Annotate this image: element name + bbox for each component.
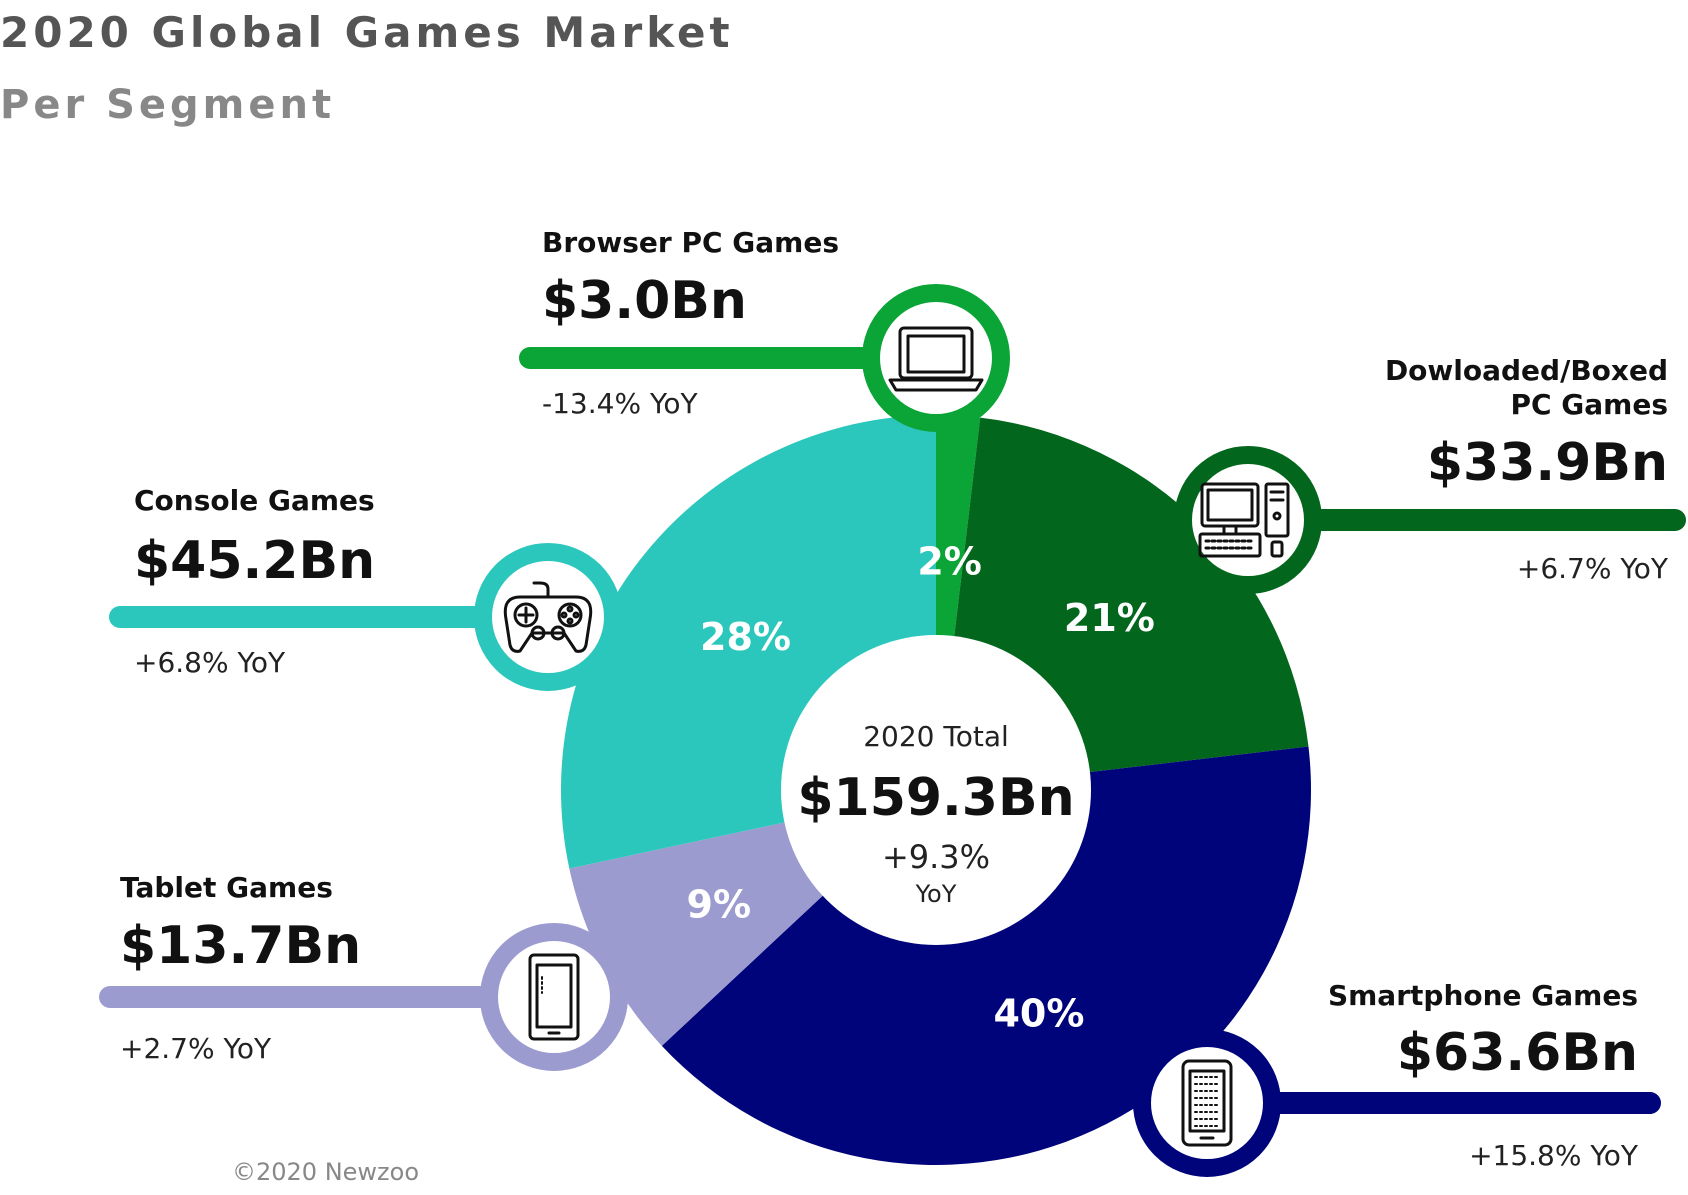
laptop-icon — [888, 326, 984, 392]
callout-ring-smartphone-games — [1133, 1029, 1281, 1177]
gamepad-icon — [503, 581, 593, 653]
copyright-footer: ©2020 Newzoo — [232, 1158, 420, 1186]
callout-ring-console-games — [474, 543, 622, 691]
share-label-smartphone-games: 40% — [993, 991, 1084, 1035]
segment-name-smartphone-games: Smartphone Games — [1328, 979, 1638, 1012]
smartphone-icon — [1181, 1059, 1233, 1147]
tablet-icon — [528, 953, 580, 1041]
center-total-growth-unit: YoY — [915, 880, 957, 908]
segment-name-tablet-games: Tablet Games — [120, 871, 333, 904]
callout-ring-tablet-games — [480, 923, 628, 1071]
segment-name-dowloaded-boxed-pc-games: Dowloaded/Boxed PC Games — [1385, 354, 1668, 421]
segment-name-browser-pc-games: Browser PC Games — [542, 226, 839, 259]
callout-smartphone-games: Smartphone Games $63.6Bn +15.8% YoY — [1133, 979, 1661, 1177]
segment-growth-dowloaded-boxed-pc-games: +6.7% YoY — [1517, 552, 1669, 585]
center-total-growth: +9.3% — [882, 838, 990, 876]
callout-tablet-games: Tablet Games $13.7Bn +2.7% YoY — [99, 871, 628, 1071]
segment-growth-browser-pc-games: -13.4% YoY — [542, 387, 698, 420]
center-total-label: 2020 Total — [863, 720, 1009, 753]
segment-value-smartphone-games: $63.6Bn — [1397, 1023, 1638, 1083]
segment-growth-tablet-games: +2.7% YoY — [120, 1032, 272, 1065]
segment-name-console-games: Console Games — [134, 484, 375, 517]
callout-console-games: Console Games $45.2Bn +6.8% YoY — [109, 484, 622, 691]
segment-value-console-games: $45.2Bn — [134, 531, 375, 591]
share-label-dowloaded-boxed-pc-games: 21% — [1064, 596, 1155, 640]
segment-value-tablet-games: $13.7Bn — [120, 916, 361, 976]
center-total-value: $159.3Bn — [797, 768, 1074, 828]
callout-ring-browser-pc-games — [862, 284, 1010, 432]
center-circle — [781, 635, 1091, 945]
share-label-tablet-games: 9% — [687, 882, 752, 926]
chart-subtitle: Per Segment — [0, 82, 336, 128]
segment-value-browser-pc-games: $3.0Bn — [542, 271, 747, 331]
chart-title: 2020 Global Games Market — [0, 8, 734, 57]
desktop-computer-icon — [1198, 482, 1290, 558]
segment-growth-console-games: +6.8% YoY — [134, 646, 286, 679]
segment-growth-smartphone-games: +15.8% YoY — [1469, 1139, 1639, 1172]
center-total: 2020 Total $159.3Bn +9.3% YoY — [781, 635, 1091, 945]
callout-browser-pc-games: Browser PC Games $3.0Bn -13.4% YoY — [519, 226, 1010, 432]
callout-dowloaded-boxed-pc-games: Dowloaded/Boxed PC Games $33.9Bn +6.7% YoY — [1174, 354, 1686, 594]
segment-value-dowloaded-boxed-pc-games: $33.9Bn — [1427, 433, 1668, 493]
share-label-browser-pc-games: 2% — [917, 539, 982, 583]
share-label-console-games: 28% — [700, 615, 791, 659]
